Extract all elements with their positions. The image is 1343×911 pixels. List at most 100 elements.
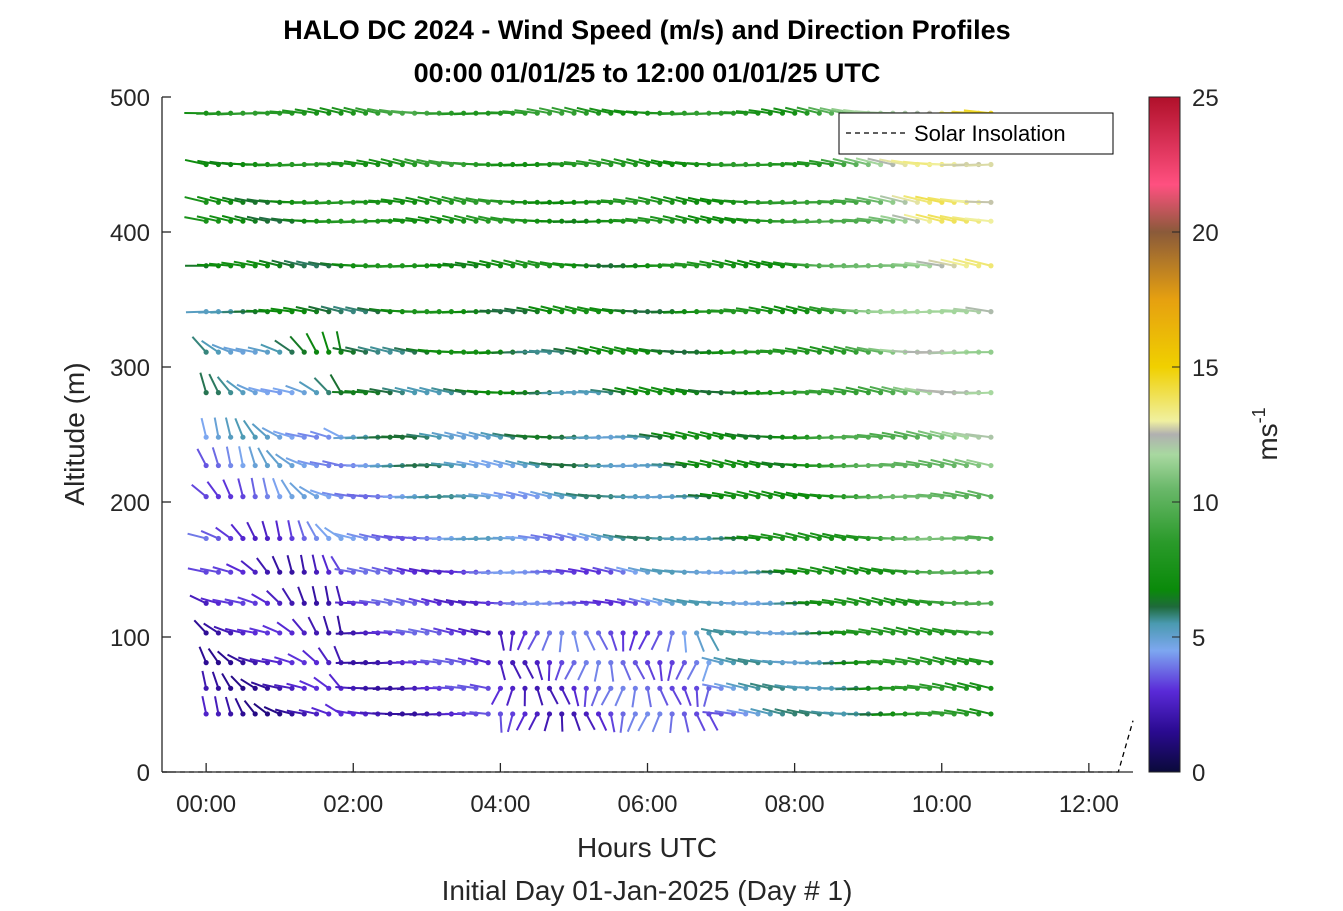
wind-barb-shaft: [772, 532, 795, 540]
wind-barb-shaft: [627, 566, 648, 574]
wind-barb-shaft: [724, 216, 746, 223]
wind-barb-head: [902, 199, 908, 205]
wind-barb-head: [228, 630, 234, 636]
wind-barb-head: [718, 660, 724, 666]
wind-barb-head: [522, 660, 528, 666]
wind-barb-shaft: [725, 682, 746, 690]
wind-barb-head: [632, 660, 638, 666]
wind-barb-shaft: [453, 196, 477, 204]
wind-barb-shaft: [868, 463, 893, 467]
wind-barb-head: [608, 711, 614, 717]
wind-barb-shaft: [456, 431, 477, 439]
wind-barb-shaft: [713, 682, 734, 690]
wind-barb-head: [902, 390, 908, 396]
wind-barb-head: [215, 218, 221, 224]
wind-barb-shaft: [224, 598, 244, 605]
wind-barb-head: [264, 494, 271, 500]
wind-barb-shaft: [211, 343, 232, 354]
wind-barb-head: [546, 660, 553, 666]
wind-barb-head: [387, 161, 393, 168]
y-tick-label: 0: [137, 760, 150, 787]
wind-barb-head: [338, 110, 344, 116]
wind-barb-head: [534, 711, 540, 717]
wind-barb-head: [976, 685, 982, 691]
wind-barb-head: [497, 711, 504, 717]
wind-barb-shaft: [208, 373, 220, 394]
wind-barb-head: [583, 630, 589, 636]
wind-barb-head: [301, 660, 307, 666]
wind-barb-head: [571, 309, 577, 315]
wind-barb-shaft: [880, 264, 906, 267]
wind-barb-shaft: [651, 713, 661, 733]
wind-barb-shaft: [418, 432, 440, 439]
wind-barb-shaft: [392, 218, 415, 223]
colorbar-tick-label: 0: [1192, 760, 1205, 787]
wind-barb-shaft: [309, 430, 330, 439]
wind-barb-head: [546, 535, 553, 542]
wind-barb-head: [362, 349, 369, 355]
wind-barb-shaft: [736, 490, 759, 498]
wind-barb-head: [559, 711, 565, 717]
wind-barb-shaft: [663, 195, 685, 204]
wind-barb-shaft: [334, 567, 354, 574]
wind-barb-shaft: [762, 707, 783, 715]
wind-barb-shaft: [578, 389, 599, 394]
wind-barb-shaft: [286, 682, 305, 690]
wind-barb-head: [767, 711, 773, 717]
wind-barb-shaft: [465, 197, 489, 204]
wind-barb-shaft: [661, 263, 685, 267]
wind-barb-shaft: [686, 261, 710, 267]
wind-barb-head: [669, 199, 675, 205]
wind-barb-shaft: [868, 195, 894, 204]
wind-barb-shaft: [667, 662, 674, 682]
wind-barb-head: [804, 110, 810, 116]
wind-barb-head: [595, 630, 602, 636]
wind-barb-shaft: [844, 435, 869, 439]
wind-barb-shaft: [196, 215, 219, 223]
wind-barb-head: [841, 569, 847, 575]
wind-barb-head: [252, 535, 258, 542]
wind-barb-shaft: [748, 306, 771, 313]
wind-barb-head: [718, 462, 724, 469]
wind-barb-shaft: [903, 195, 930, 204]
wind-barb-shaft: [573, 632, 580, 653]
wind-barb-head: [657, 199, 663, 205]
wind-barb-shaft: [368, 199, 391, 204]
wind-barb-head: [301, 685, 307, 691]
wind-barb-shaft: [417, 216, 440, 223]
wind-barb-shaft: [421, 597, 440, 605]
wind-barb-head: [853, 600, 859, 606]
wind-barb-head: [644, 685, 651, 691]
wind-barb-shaft: [833, 345, 857, 354]
wind-barb-shaft: [637, 196, 661, 204]
wind-barb-shaft: [309, 489, 330, 498]
wind-barb-head: [289, 263, 295, 269]
wind-barb-head: [215, 535, 221, 542]
wind-barb-shaft: [250, 477, 257, 497]
wind-barb-head: [828, 535, 835, 542]
wind-barb-shaft: [305, 332, 318, 353]
wind-barb-head: [853, 161, 859, 168]
wind-barb-shaft: [967, 602, 991, 606]
wind-barb-head: [448, 434, 454, 440]
wind-barb-shaft: [262, 477, 269, 497]
wind-barb-head: [976, 711, 982, 717]
wind-barb-shaft: [458, 627, 477, 634]
wind-barb-head: [264, 630, 271, 636]
wind-barb-head: [215, 569, 221, 575]
wind-barb-shaft: [272, 387, 293, 394]
wind-barb-shaft: [600, 687, 612, 706]
wind-barb-shaft: [518, 490, 538, 498]
wind-barb-shaft: [343, 160, 366, 166]
wind-barb-head: [313, 569, 320, 575]
wind-barb-shaft: [905, 460, 930, 467]
wind-barb-shaft: [528, 349, 550, 354]
wind-barb-shaft: [567, 532, 587, 540]
wind-barb-shaft: [201, 695, 208, 715]
wind-barb-shaft: [221, 261, 244, 267]
wind-barb-shaft: [404, 158, 428, 166]
wind-barb-head: [497, 630, 504, 636]
wind-barb-shaft: [274, 656, 293, 664]
wind-barb-head: [301, 569, 307, 575]
wind-barb-shaft: [499, 662, 506, 681]
